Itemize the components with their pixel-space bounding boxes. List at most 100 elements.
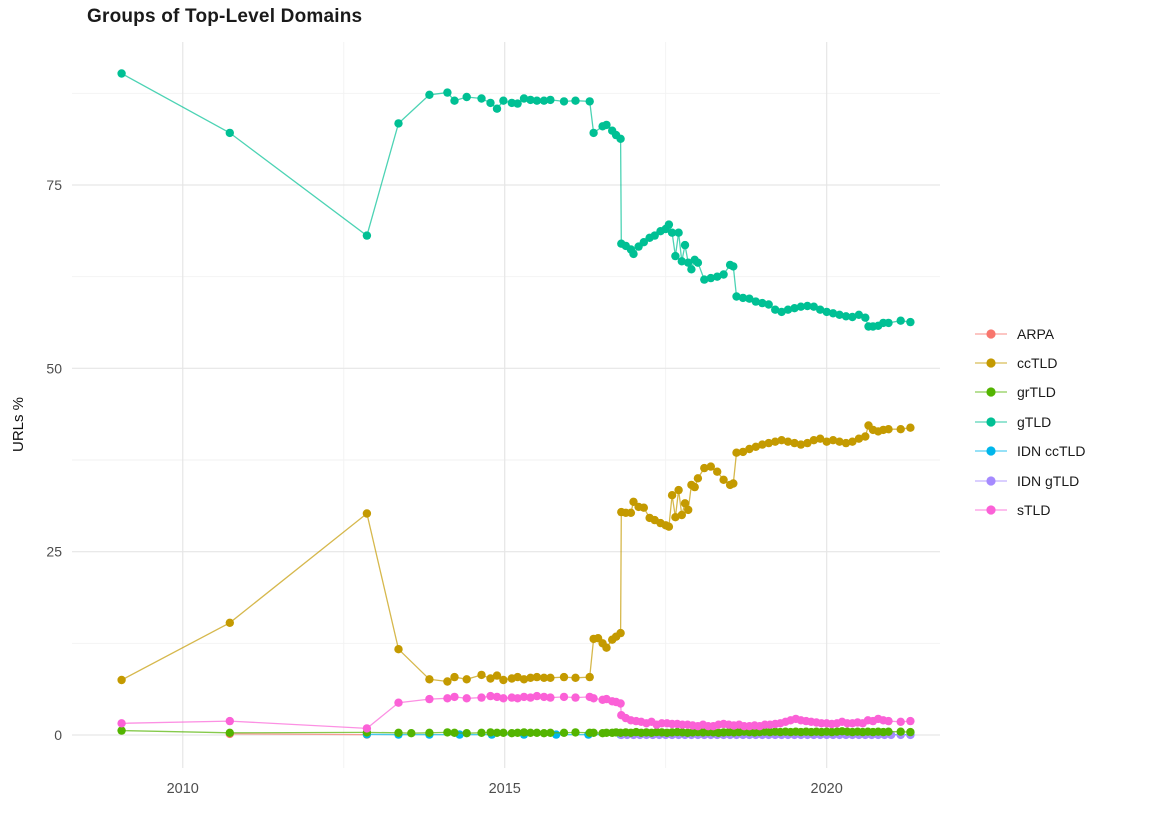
- series-point-ccTLD: [394, 645, 403, 654]
- legend-item-ARPA: ARPA: [974, 319, 1085, 348]
- series-point-ccTLD: [225, 618, 234, 627]
- legend-key-icon: [975, 358, 1007, 368]
- series-point-sTLD: [443, 694, 452, 703]
- series-point-gTLD: [671, 251, 680, 261]
- series-point-gTLD: [362, 231, 372, 240]
- series-point-gTLD: [585, 97, 594, 106]
- legend-key-icon: [975, 505, 1007, 515]
- series-point-grTLD: [906, 727, 915, 737]
- series-point-ccTLD: [693, 474, 703, 483]
- series-point-ccTLD: [706, 462, 715, 471]
- series-point-gTLD: [745, 294, 754, 303]
- x-tick-label: 2020: [811, 781, 843, 797]
- series-point-ccTLD: [884, 425, 893, 434]
- series-point-sTLD: [519, 692, 529, 702]
- series-point-gTLD: [719, 270, 728, 279]
- series-point-gTLD: [884, 318, 893, 328]
- series-point-ccTLD: [513, 672, 522, 682]
- series-point-gTLD: [896, 316, 905, 325]
- series-point-sTLD: [362, 724, 372, 733]
- legend-key-icon: [975, 417, 1007, 427]
- series-point-gTLD: [513, 99, 522, 108]
- series-point-gTLD: [443, 88, 452, 97]
- series-point-ccTLD: [680, 499, 690, 508]
- series-point-ccTLD: [477, 670, 486, 680]
- series-point-gTLD: [854, 310, 864, 319]
- series-point-sTLD: [486, 691, 495, 701]
- series-point-gTLD: [687, 265, 696, 274]
- series-point-ccTLD: [719, 475, 728, 484]
- series-point-gTLD: [764, 300, 773, 309]
- legend: ARPA ccTLD grTLD gTLD IDN ccTLD IDN gTLD sTLD: [974, 319, 1085, 525]
- legend-label: gTLD: [1017, 413, 1052, 430]
- series-point-ccTLD: [803, 438, 812, 448]
- legend-key-dot: [986, 358, 996, 368]
- series-point-ccTLD: [674, 485, 683, 495]
- series-point-gTLD: [117, 69, 126, 78]
- legend-key-icon: [975, 387, 1007, 398]
- series-point-ccTLD: [462, 675, 471, 684]
- y-tick-label: 0: [54, 727, 62, 743]
- series-point-ccTLD: [690, 482, 699, 492]
- series-point-sTLD: [462, 694, 471, 703]
- series-point-gTLD: [680, 240, 690, 250]
- series-point-gTLD: [639, 238, 648, 247]
- series-point-gTLD: [822, 307, 831, 317]
- series-point-grTLD: [394, 728, 403, 737]
- series-point-gTLD: [450, 96, 459, 105]
- series-point-gTLD: [546, 95, 555, 105]
- series-point-grTLD: [499, 728, 508, 737]
- series-point-ccTLD: [486, 674, 495, 683]
- series-point-sTLD: [884, 716, 893, 726]
- series-point-gTLD: [425, 90, 434, 100]
- legend-label: ARPA: [1017, 325, 1055, 342]
- series-point-ccTLD: [443, 677, 452, 686]
- series-point-gTLD: [571, 96, 580, 105]
- series-point-grTLD: [117, 726, 126, 735]
- series-point-gTLD: [519, 94, 529, 103]
- series-point-sTLD: [546, 693, 555, 702]
- series-point-ccTLD: [684, 505, 693, 515]
- series-point-gTLD: [667, 228, 677, 237]
- series-point-ccTLD: [729, 479, 738, 488]
- series-point-gTLD: [499, 96, 508, 105]
- series-point-grTLD: [884, 727, 893, 736]
- series-point-grTLD: [486, 728, 495, 737]
- series-point-gTLD: [790, 304, 799, 313]
- series-point-sTLD: [450, 692, 459, 702]
- series-point-sTLD: [425, 694, 434, 704]
- series-point-ccTLD: [667, 491, 677, 500]
- series-point-sTLD: [616, 699, 625, 708]
- series-point-grTLD: [539, 729, 549, 738]
- series-point-gTLD: [906, 317, 915, 327]
- series-point-sTLD: [906, 716, 915, 726]
- legend-item-grTLD: grTLD: [974, 378, 1085, 407]
- series-point-gTLD: [809, 302, 818, 311]
- series-point-ccTLD: [841, 438, 851, 448]
- series-point-gTLD: [532, 96, 542, 105]
- series-point-grTLD: [559, 728, 569, 737]
- series-point-gTLD: [589, 128, 598, 138]
- series-point-sTLD: [559, 692, 569, 702]
- series-point-grTLD: [513, 728, 522, 737]
- series-point-ccTLD: [777, 436, 786, 445]
- series-point-grTLD: [450, 728, 459, 737]
- series-point-ccTLD: [362, 509, 372, 518]
- series-point-ccTLD: [532, 672, 542, 682]
- series-point-ccTLD: [809, 436, 818, 445]
- legend-key-icon: [975, 476, 1007, 486]
- series-point-ccTLD: [828, 436, 838, 445]
- y-tick-label: 25: [46, 544, 62, 560]
- series-point-sTLD: [539, 692, 549, 702]
- series-point-ccTLD: [861, 432, 870, 441]
- series-point-ccTLD: [848, 437, 857, 446]
- series-point-ccTLD: [629, 497, 638, 506]
- series-point-ccTLD: [425, 675, 434, 684]
- series-point-ccTLD: [571, 673, 580, 682]
- series-point-ccTLD: [559, 672, 569, 682]
- series-point-ccTLD: [546, 673, 555, 682]
- series-point-gTLD: [713, 272, 722, 281]
- series-point-grTLD: [896, 727, 905, 736]
- series-point-gTLD: [732, 292, 741, 301]
